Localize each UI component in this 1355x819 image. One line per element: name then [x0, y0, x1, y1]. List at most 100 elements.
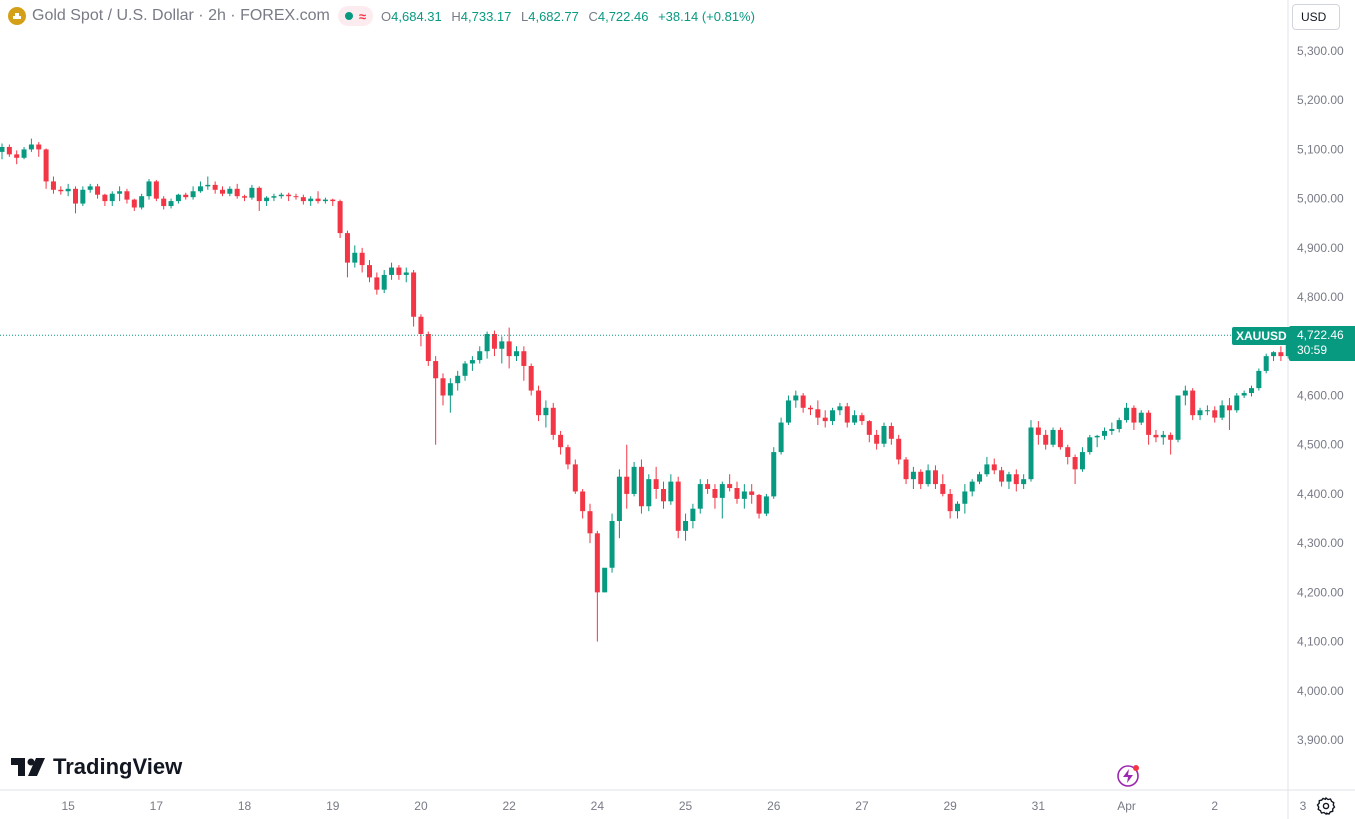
candle-body — [1241, 393, 1247, 396]
gold-coin-icon[interactable] — [8, 7, 26, 25]
change-value: +38.14 (+0.81%) — [658, 8, 755, 24]
bearish-candle — [220, 186, 225, 197]
price-tick-label: 4,000.00 — [1297, 684, 1344, 698]
low-key: L — [521, 8, 529, 24]
candle-body — [955, 503, 960, 512]
candle-body — [815, 409, 821, 418]
tradingview-logo[interactable]: TradingView — [11, 754, 182, 780]
price-tick-label: 4,900.00 — [1297, 241, 1344, 255]
bearish-candle — [844, 402, 850, 428]
candle-body — [616, 476, 622, 521]
candle-body — [359, 252, 365, 266]
candle-body — [1263, 356, 1269, 371]
open-key: O — [381, 8, 392, 24]
bullish-candle — [1271, 351, 1277, 362]
candle-body — [1028, 427, 1034, 480]
bearish-candle — [367, 260, 372, 283]
candle-body — [565, 447, 571, 465]
candle-body — [367, 265, 372, 278]
bullish-candle — [1234, 393, 1240, 413]
bullish-candle — [1160, 430, 1166, 445]
bullish-candle — [719, 481, 725, 519]
bearish-candle — [712, 484, 718, 509]
bullish-candle — [1204, 405, 1210, 416]
candle-body — [1234, 395, 1240, 411]
price-tick-label: 4,400.00 — [1297, 487, 1344, 501]
candle-body — [572, 464, 578, 492]
bearish-candle — [580, 489, 586, 519]
candle-body — [506, 341, 512, 357]
bullish-candle — [646, 474, 652, 512]
bullish-candle — [389, 262, 395, 280]
candle-body — [0, 146, 5, 152]
candle-body — [212, 184, 218, 190]
symbol-title[interactable]: Gold Spot / U.S. Dollar · 2h · FOREX.com — [32, 7, 330, 24]
bearish-candle — [1043, 429, 1049, 450]
candle-body — [330, 199, 336, 202]
price-axis: 5,300.00 5,200.00 5,100.00 5,000.00 4,900.00… — [1297, 44, 1344, 747]
market-status[interactable]: ≈ — [337, 6, 374, 26]
bearish-candle — [315, 191, 321, 204]
high-value: 4,733.17 — [460, 8, 512, 24]
bearish-candle — [102, 193, 108, 207]
symbol-price-tag: XAUUSD — [1232, 327, 1291, 345]
bearish-candle — [859, 412, 865, 426]
bearish-candle — [43, 148, 49, 189]
candle-body — [969, 481, 975, 492]
close-key: C — [588, 8, 598, 24]
bullish-candle — [1241, 390, 1247, 398]
bullish-candle — [447, 378, 453, 413]
candle-body — [594, 533, 600, 593]
candle-body — [550, 407, 556, 435]
candle-body — [21, 149, 27, 158]
candle-body — [36, 144, 42, 150]
gear-icon[interactable] — [1316, 796, 1336, 816]
candle-body — [778, 422, 784, 453]
bullish-candle — [1116, 417, 1122, 433]
candle-body — [389, 267, 395, 275]
bullish-candle — [1050, 427, 1056, 448]
bullish-candle — [139, 193, 145, 210]
candle-body — [1094, 435, 1100, 438]
bearish-candle — [396, 265, 402, 280]
time-tick-label: 17 — [150, 799, 164, 813]
candle-body — [734, 488, 740, 499]
bearish-candle — [1057, 427, 1063, 450]
time-tick-label: 18 — [238, 799, 252, 813]
candle-body — [1072, 457, 1078, 470]
bearish-candle — [587, 503, 593, 544]
bullish-candle — [955, 501, 960, 519]
candle-body — [73, 188, 78, 204]
candle-body — [271, 196, 277, 198]
candle-body — [484, 333, 490, 352]
candle-body — [168, 201, 174, 207]
bullish-candle — [1182, 385, 1188, 406]
candle-body — [587, 511, 593, 534]
bearish-candle — [124, 188, 130, 204]
candle-body — [242, 196, 248, 198]
time-tick-label: 29 — [943, 799, 957, 813]
price-tick-label: 4,300.00 — [1297, 536, 1344, 550]
candle-body — [653, 479, 659, 490]
candle-body — [947, 493, 953, 512]
bullish-candle — [87, 183, 93, 193]
candle-body — [940, 484, 946, 494]
bullish-candle — [514, 346, 519, 362]
candle-body — [977, 474, 983, 482]
candle-body — [499, 341, 505, 349]
bearish-candle — [256, 186, 262, 211]
candle-body — [675, 481, 681, 531]
candle-body — [1057, 429, 1063, 448]
lightning-icon[interactable] — [1116, 764, 1140, 788]
bearish-candle — [14, 150, 20, 165]
time-tick-label: 20 — [414, 799, 428, 813]
bullish-candle — [925, 464, 931, 487]
candle-body — [859, 415, 865, 422]
bullish-candle — [403, 267, 409, 283]
currency-button[interactable]: USD — [1292, 4, 1340, 30]
bearish-candle — [528, 363, 534, 396]
bullish-candle — [205, 176, 211, 190]
bullish-candle — [683, 513, 689, 541]
